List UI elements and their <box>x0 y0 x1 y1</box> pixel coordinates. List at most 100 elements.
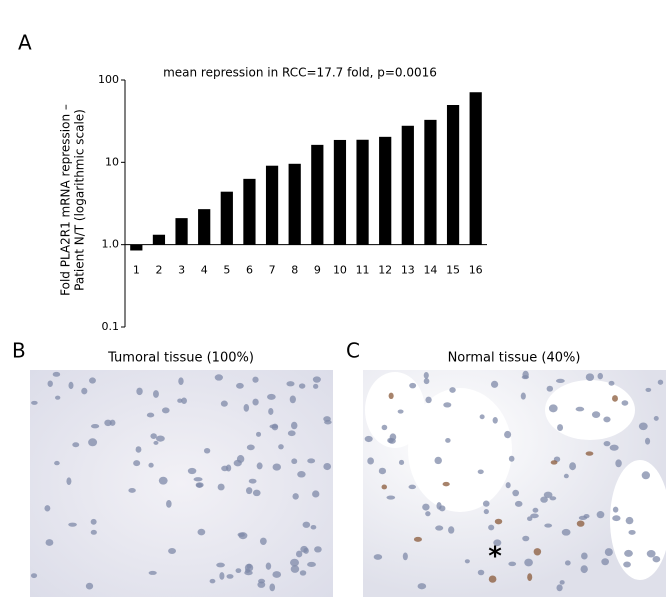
x-tick-label: 3 <box>178 264 185 277</box>
nucleus <box>156 435 165 442</box>
nucleus <box>527 573 533 582</box>
nucleus <box>148 570 157 575</box>
nucleus <box>423 371 429 379</box>
nucleus <box>442 481 450 487</box>
nucleus <box>153 440 159 445</box>
panel-label: A <box>18 31 32 55</box>
nucleus <box>312 376 321 383</box>
nucleus <box>307 561 316 568</box>
nucleus <box>609 444 619 451</box>
nucleus <box>508 455 515 462</box>
nucleus <box>148 462 154 468</box>
nucleus <box>530 513 539 519</box>
nucleus <box>652 556 661 563</box>
nucleus <box>585 373 595 381</box>
nucleus <box>532 507 539 513</box>
nucleus <box>657 379 664 385</box>
nucleus <box>90 423 100 429</box>
nucleus <box>187 467 197 475</box>
nucleus <box>645 387 652 392</box>
nucleus <box>397 409 404 414</box>
y-tick-label: 1.0 <box>102 238 120 251</box>
nucleus <box>90 529 97 535</box>
nucleus <box>289 395 296 404</box>
nucleus <box>504 430 512 439</box>
x-tick-label: 2 <box>155 264 162 277</box>
bar <box>175 218 188 245</box>
x-tick-label: 16 <box>469 264 483 277</box>
nucleus <box>544 523 553 528</box>
bar <box>130 244 143 251</box>
nucleus <box>267 393 276 400</box>
nucleus <box>248 478 257 484</box>
bar <box>220 191 233 245</box>
nucleus <box>550 460 558 465</box>
y-axis-label: Patient N/T (logarithmic scale) <box>73 109 87 291</box>
nucleus <box>488 524 495 531</box>
nucleus <box>68 381 74 390</box>
nucleus <box>244 570 253 576</box>
nucleus <box>146 412 155 418</box>
nucleus <box>479 414 485 420</box>
nucleus <box>90 518 97 525</box>
nucleus <box>445 438 451 443</box>
nucleus <box>287 430 296 437</box>
nucleus <box>603 441 611 447</box>
panel-label: B <box>12 339 26 363</box>
nucleus <box>150 433 157 439</box>
nucleus <box>524 558 533 567</box>
nucleus <box>286 381 295 387</box>
x-tick-label: 12 <box>378 264 392 277</box>
nucleus <box>408 484 417 490</box>
nucleus <box>381 424 388 431</box>
nucleus <box>628 529 636 535</box>
nucleus <box>367 457 374 465</box>
nucleus <box>601 558 610 566</box>
nucleus <box>55 395 61 400</box>
x-tick-label: 5 <box>223 264 230 277</box>
nucleus <box>409 382 417 389</box>
nucleus <box>290 558 300 567</box>
nucleus <box>246 487 253 495</box>
nucleus <box>549 496 557 501</box>
chart-title: mean repression in RCC=17.7 fold, p=0.00… <box>163 66 437 80</box>
nucleus <box>563 473 569 479</box>
panel-label: C <box>346 339 360 363</box>
nucleus <box>68 522 77 527</box>
nucleus <box>133 460 141 467</box>
x-tick-label: 9 <box>314 264 321 277</box>
nucleus <box>514 500 523 507</box>
nucleus <box>646 549 656 558</box>
nucleus <box>195 482 204 488</box>
x-tick-label: 10 <box>333 264 347 277</box>
nucleus <box>237 532 245 537</box>
bar <box>243 178 256 245</box>
nucleus <box>417 583 427 590</box>
nucleus <box>203 447 211 454</box>
nucleus <box>556 584 563 592</box>
nucleus <box>422 503 430 511</box>
nucleus <box>387 437 394 444</box>
nucleus <box>490 380 499 388</box>
nucleus <box>623 561 631 568</box>
nucleus <box>533 548 542 556</box>
bar <box>379 136 392 245</box>
nucleus <box>236 455 245 463</box>
nucleus <box>45 539 54 546</box>
nucleus <box>591 411 601 418</box>
nucleus <box>221 465 229 472</box>
nucleus <box>235 568 242 574</box>
nucleus <box>269 424 279 429</box>
nucleus <box>653 416 659 421</box>
lumen <box>365 372 425 448</box>
nucleus <box>47 380 53 387</box>
nucleus <box>493 539 502 547</box>
nucleus <box>564 560 571 566</box>
nucleus <box>52 371 61 377</box>
nucleus <box>252 398 259 406</box>
nucleus <box>166 500 172 508</box>
nucleus <box>181 397 187 404</box>
nucleus <box>402 552 408 561</box>
nucleus <box>85 582 94 590</box>
